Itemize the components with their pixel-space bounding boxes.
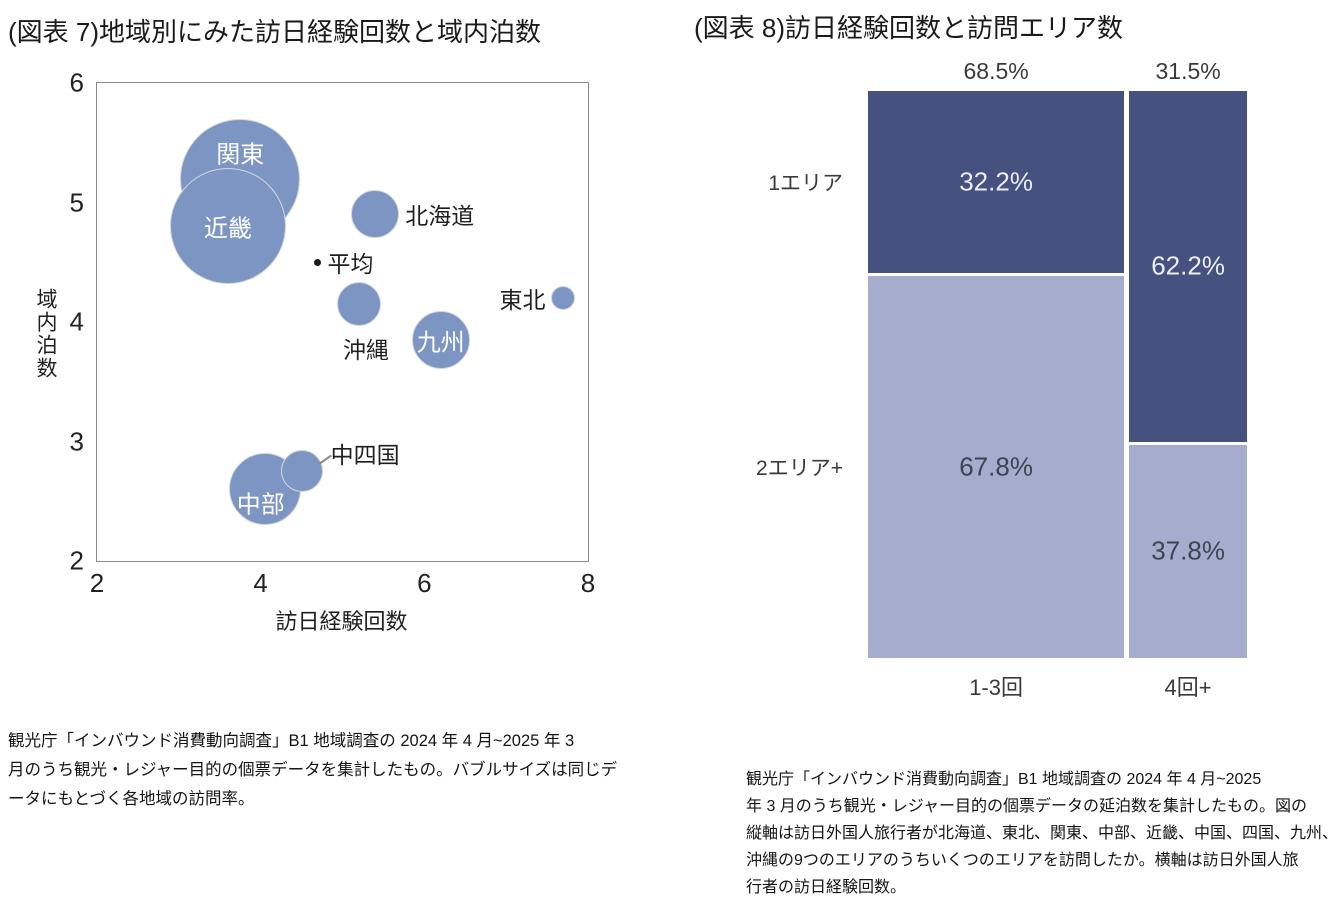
bubble-kyushu (411, 310, 470, 369)
bubble-chushikoku (280, 450, 323, 493)
bubble-label-average: 平均 (327, 251, 374, 278)
fig7-note-line-1: 観光庁「インバウンド消費動向調査」B1 地域調査の 2024 年 4 月~202… (8, 732, 575, 750)
fig7-plot-area: 2 4 6 8 6 5 4 3 2 関東近畿 北海道平均沖縄 九州 東北中部 中四国 (70, 68, 596, 599)
fig7-x-axis-title: 訪日経験回数 (275, 609, 408, 634)
fig7-y-tick-2: 2 (69, 545, 84, 576)
fig7-x-tick-4: 4 (253, 568, 268, 598)
mosaic-value-label-1-3kai-1area: 32.2% (959, 166, 1033, 197)
bubble-okinawa (336, 282, 381, 327)
mosaic-share-label-1-3kai: 68.5% (963, 58, 1029, 84)
bubble-label-kanto: 関東 (216, 141, 265, 169)
bubble-hokkaido (351, 190, 400, 239)
bubble-label-tohoku: 東北 (499, 287, 546, 314)
fig7-y-tick-6: 6 (69, 67, 84, 98)
bubble-tohoku (551, 286, 576, 311)
fig7-y-axis-title: 域内泊数 (34, 288, 57, 380)
fig8-note-line-2: 年 3 月のうち観光・レジャー目的の個票データの延泊数を集計したもの。図の (746, 798, 1307, 815)
bubble-label-chushikoku: 中四国 (330, 442, 400, 469)
bubble-label-hokkaido: 北海道 (405, 203, 475, 230)
mosaic-col-label-4kai-plus: 4回+ (1164, 675, 1212, 700)
fig7-source-note: 観光庁「インバウンド消費動向調査」B1 地域調査の 2024 年 4 月~202… (8, 727, 617, 814)
fig7-y-tick-4: 4 (69, 306, 84, 337)
fig7-x-tick-8: 8 (580, 568, 596, 598)
bubble-label-okinawa: 沖縄 (342, 337, 389, 364)
fig8-note-line-3: 縦軸は訪日外国人旅行者が北海道、東北、関東、中部、近畿、中国、四国、九州、 (746, 825, 1332, 842)
mosaic-share-label-4kai-plus: 31.5% (1155, 58, 1221, 84)
mosaic-cell-1-3kai-2area-plus (868, 275, 1125, 658)
mosaic-cell-4kai-plus-2area-plus (1129, 444, 1247, 658)
fig8-note-line-4: 沖縄の9つのエリアのうちいくつのエリアを訪問したか。横軸は訪日外国人旅 (746, 852, 1299, 869)
fig7-title: (図表 7)地域別にみた訪日経験回数と域内泊数 (8, 17, 542, 47)
fig7-y-tick-5: 5 (69, 187, 84, 217)
bubble-kinki (169, 168, 286, 285)
mosaic-cell-1-3kai-1area (868, 91, 1125, 273)
mosaic-cell-4kai-plus-1area (1129, 91, 1247, 442)
mosaic-row-label-1area: 1エリア (768, 171, 843, 195)
fig8-note-line-5: 行者の訪日経験回数。 (746, 879, 907, 896)
fig7-note-line-2: 月のうち観光・レジャー目的の個票データを集計したもの。バブルサイズは同じデ (8, 761, 618, 779)
fig7-y-tick-3: 3 (69, 426, 84, 456)
mosaic-col-label-1-3kai: 1-3回 (969, 675, 1023, 700)
fig7-note-line-3: ータにもとづく各地域の訪問率。 (8, 790, 255, 808)
bubble-label-kinki: 近畿 (203, 215, 252, 243)
mosaic-value-label-4kai-plus-2area-plus: 37.8% (1151, 535, 1225, 566)
fig8-source-note: 観光庁「インバウンド消費動向調査」B1 地域調査の 2024 年 4 月~202… (746, 766, 1332, 901)
mosaic-value-label-4kai-plus-1area: 62.2% (1151, 250, 1225, 281)
bubble-average (314, 258, 322, 266)
fig8-note-line-1: 観光庁「インバウンド消費動向調査」B1 地域調査の 2024 年 4 月~202… (746, 771, 1262, 788)
fig7-x-tick-2: 2 (89, 568, 105, 598)
bubble-label-kyushu: 九州 (416, 329, 465, 357)
bubble-label-chubu: 中部 (236, 491, 285, 519)
mosaic-value-label-1-3kai-2area-plus: 67.8% (959, 451, 1033, 482)
mosaic-row-label-2area-plus: 2エリア+ (756, 456, 843, 480)
fig8-title: (図表 8)訪日経験回数と訪問エリア数 (694, 13, 1124, 43)
fig7-x-tick-6: 6 (417, 568, 432, 598)
fig8-mosaic: 68.5% 1-3回 32.2% 1エリア 67.8% 2エリア+ 31.5% 4回+ 62.2… (756, 58, 1247, 700)
